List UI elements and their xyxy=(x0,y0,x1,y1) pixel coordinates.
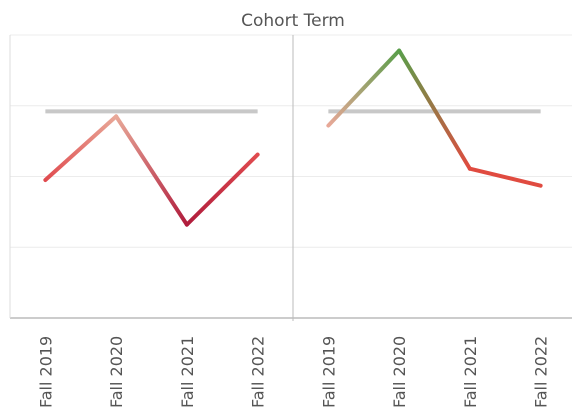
x-tick-label: Fall 2019 xyxy=(36,336,55,408)
line-segment xyxy=(397,48,472,171)
line-segment xyxy=(326,48,402,128)
x-tick-label: Fall 2022 xyxy=(249,336,268,408)
x-tick-label: Fall 2021 xyxy=(461,336,480,408)
chart-title: Cohort Term xyxy=(241,11,345,31)
x-tick-label: Fall 2019 xyxy=(319,336,338,408)
x-tick-label: Fall 2021 xyxy=(178,336,197,408)
line-segment xyxy=(43,114,119,183)
line-segment xyxy=(467,166,543,188)
x-tick-label: Fall 2020 xyxy=(107,336,126,408)
line-segment xyxy=(184,152,260,227)
line-segment xyxy=(114,114,189,227)
x-tick-label: Fall 2020 xyxy=(390,336,409,408)
x-tick-label: Fall 2022 xyxy=(532,336,551,408)
